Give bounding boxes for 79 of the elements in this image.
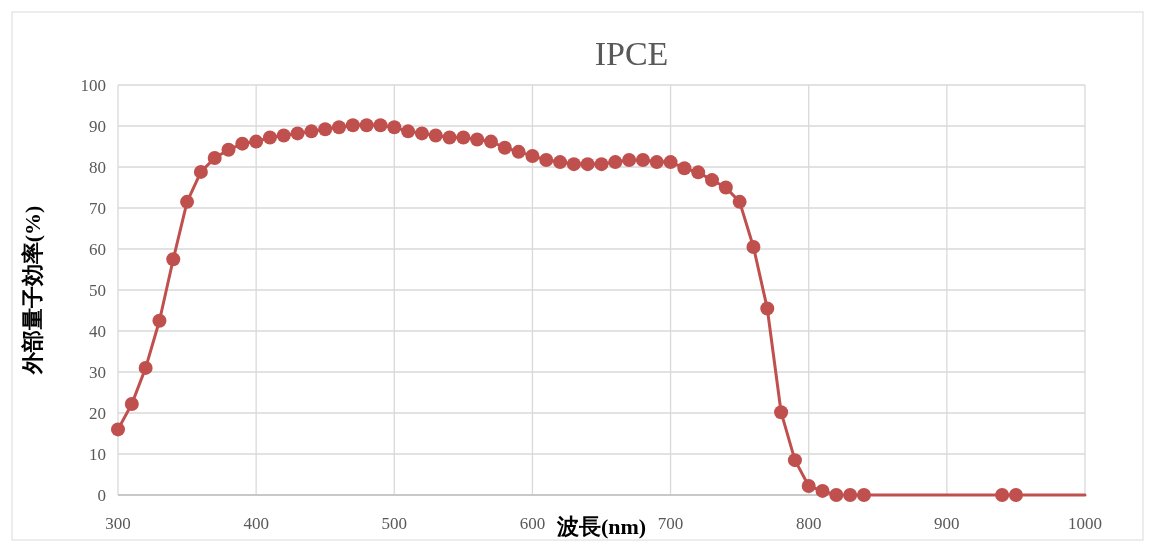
point <box>677 161 692 176</box>
point <box>622 153 637 168</box>
point <box>249 134 264 149</box>
y-tick-label: 90 <box>89 117 106 136</box>
point <box>525 148 540 163</box>
point <box>760 301 775 316</box>
point <box>428 128 443 143</box>
point <box>580 157 595 172</box>
point <box>732 194 747 209</box>
point <box>843 488 858 502</box>
point <box>401 124 416 139</box>
point <box>442 130 457 145</box>
y-tick-label: 100 <box>80 76 106 95</box>
point <box>207 150 222 165</box>
point <box>1008 488 1023 502</box>
point <box>663 155 678 170</box>
point <box>801 478 816 493</box>
point <box>456 130 471 145</box>
point <box>829 488 844 502</box>
y-tick-label: 80 <box>89 158 106 177</box>
point <box>553 155 568 170</box>
x-tick-label: 700 <box>657 514 684 533</box>
point <box>180 194 195 209</box>
point <box>594 157 609 172</box>
y-tick-label: 30 <box>89 363 106 382</box>
point <box>497 140 512 155</box>
chart-title: IPCE <box>594 35 669 72</box>
y-tick-label: 0 <box>97 486 106 505</box>
point <box>359 118 374 133</box>
point <box>193 164 208 179</box>
point <box>470 132 485 147</box>
x-tick-label: 900 <box>934 514 960 533</box>
x-axis-title: 波長(nm) <box>555 514 647 539</box>
point <box>166 252 181 267</box>
point <box>566 157 581 172</box>
y-tick-label: 20 <box>89 404 106 423</box>
x-tick-label: 400 <box>243 514 269 533</box>
y-tick-label: 40 <box>89 322 106 341</box>
point <box>387 120 402 135</box>
point <box>290 126 305 141</box>
point <box>235 136 250 151</box>
point <box>815 483 830 498</box>
point <box>276 128 291 143</box>
y-tick-label: 60 <box>89 240 106 259</box>
point <box>318 122 333 137</box>
point <box>483 134 498 149</box>
point <box>995 488 1010 502</box>
y-tick-label: 50 <box>89 281 106 300</box>
point <box>373 118 388 133</box>
point <box>332 120 347 135</box>
point <box>138 360 153 375</box>
point <box>635 153 650 168</box>
x-tick-label: 800 <box>795 514 822 533</box>
point <box>111 422 125 437</box>
point <box>221 142 236 157</box>
x-tick-label: 1000 <box>1068 514 1102 533</box>
point <box>304 124 319 139</box>
point <box>649 155 664 170</box>
point <box>718 180 733 195</box>
point <box>856 488 871 502</box>
x-tick-label: 300 <box>105 514 131 533</box>
point <box>124 396 139 411</box>
point <box>511 144 526 159</box>
point <box>262 130 277 145</box>
point <box>705 173 720 188</box>
point <box>414 126 429 141</box>
point <box>746 239 761 254</box>
point <box>539 153 554 168</box>
point <box>691 165 706 180</box>
y-tick-label: 10 <box>89 445 106 464</box>
y-tick-label: 70 <box>89 199 106 218</box>
y-axis-title: 外部量子効率(%) <box>20 205 45 376</box>
point <box>787 453 802 468</box>
x-tick-label: 600 <box>519 514 546 533</box>
point <box>608 155 623 170</box>
point <box>152 313 167 328</box>
point <box>774 405 789 420</box>
point <box>345 118 360 133</box>
x-tick-label: 500 <box>381 514 408 533</box>
